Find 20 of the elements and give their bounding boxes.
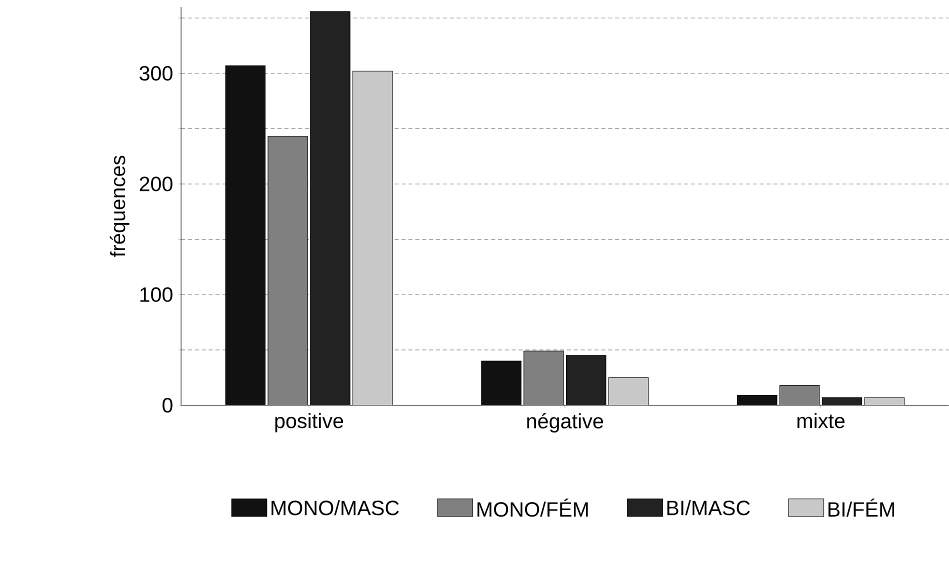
bar [737,395,778,406]
y-tick-label: 300 [140,66,172,81]
bar [226,66,266,406]
y-tick-label: 200 [140,176,172,192]
x-tick-label: positive [275,413,344,433]
bar [566,355,606,406]
bar [608,378,648,406]
y-tick-label: 100 [140,288,172,302]
y-tick-label: 0 [162,398,172,413]
legend-label: BI/FÉM [828,498,894,517]
legend-label: MONO/FÉM [478,498,588,517]
legend-label: MONO/MASC [272,500,399,516]
bar [352,71,392,406]
x-tick-label: mixte [797,413,845,428]
bar [310,11,350,406]
x-tick-label: négative [527,413,604,433]
legend-label: BI/MASC [667,500,750,516]
bar [822,397,862,406]
bar [481,361,522,406]
y-axis-title: fréquences [110,156,130,258]
